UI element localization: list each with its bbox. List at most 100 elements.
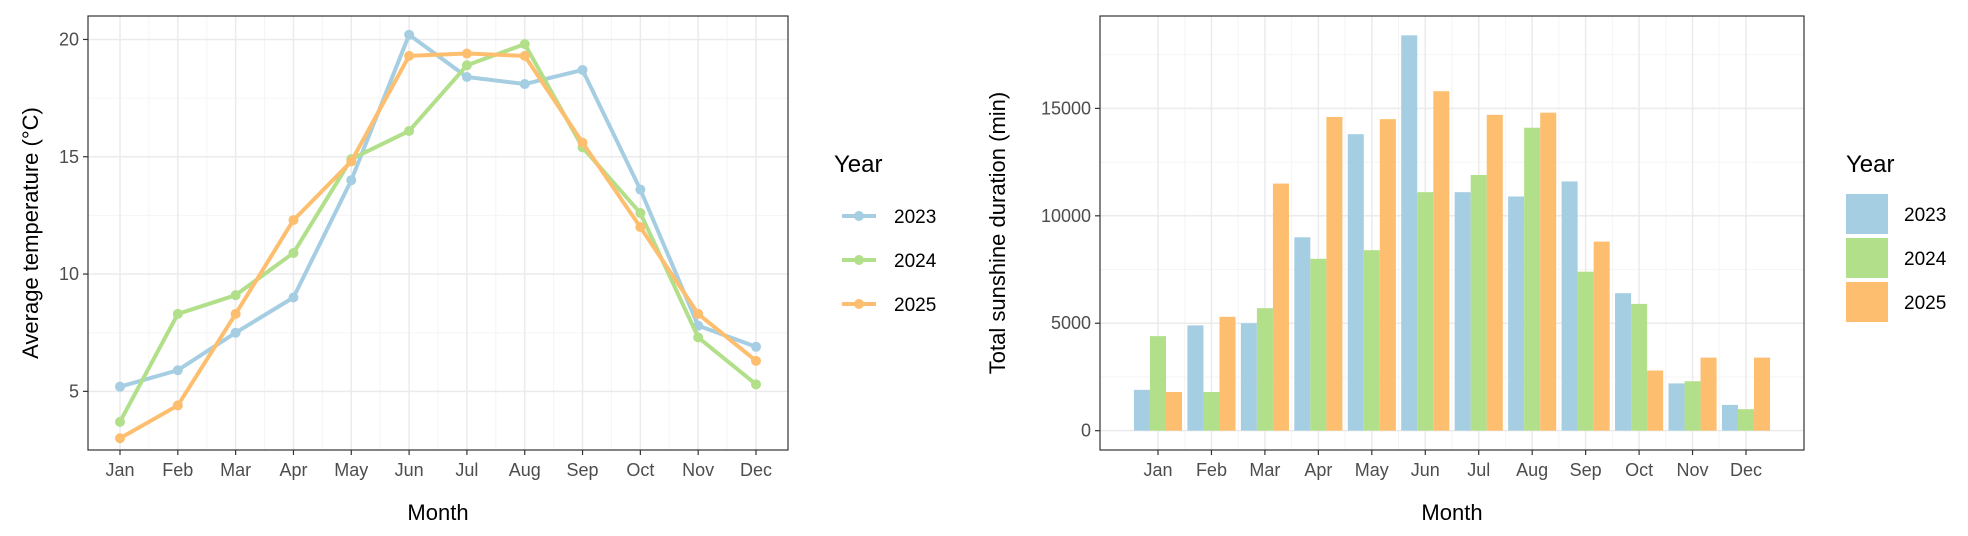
point-2025-dec: [751, 355, 761, 366]
temperature-x-tick-label-aug: Aug: [509, 460, 541, 480]
temperature-legend-title: Year: [834, 151, 883, 178]
point-2024-jun: [404, 125, 415, 136]
temperature-grid: [88, 16, 788, 451]
bar-2025-jul: [1486, 114, 1503, 431]
point-2023-jul: [461, 71, 472, 82]
point-2024-aug: [519, 39, 530, 50]
temperature-x-tick-label-nov: Nov: [682, 460, 714, 480]
sunshine-x-tick-label-jan: Jan: [1143, 460, 1172, 480]
legend-key-point-2024: [854, 255, 864, 265]
bar-2024-nov: [1684, 381, 1701, 431]
sunshine-x-ticks: Jan Feb Mar Apr May Jun Jul Aug Sep Oct Nov Dec: [1143, 450, 1762, 480]
bar-2025-jan: [1166, 391, 1183, 431]
sunshine-chart: 0 5000 10000 15000 Jan Feb Mar Apr May Jun Jul Aug…: [985, 15, 1947, 525]
temperature-x-ticks: Jan Feb Mar Apr May Jun Jul Aug Sep Oct Nov Dec: [105, 450, 772, 480]
point-2024-jul: [461, 60, 472, 71]
point-2023-aug: [519, 79, 530, 90]
bar-2023-may: [1347, 134, 1364, 431]
sunshine-y-axis-title: Total sunshine duration (min): [985, 92, 1010, 374]
sunshine-x-tick-label-feb: Feb: [1196, 460, 1227, 480]
bar-2023-sep: [1561, 181, 1578, 431]
temperature-panel-border: [87, 15, 789, 451]
point-2023-apr: [288, 292, 299, 303]
legend-label-2025: 2025: [1904, 293, 1946, 314]
series-2025: [115, 48, 761, 444]
legend-label-2024: 2024: [894, 251, 937, 272]
legend-label-2025: 2025: [894, 295, 936, 316]
point-2023-jan: [115, 381, 125, 392]
point-2024-apr: [288, 247, 299, 258]
bar-2025-oct: [1647, 370, 1664, 431]
sunshine-y-ticks: 0 5000 10000 15000: [1041, 98, 1100, 441]
temperature-x-axis-title: Month: [407, 500, 468, 525]
bar-2024-apr: [1310, 258, 1327, 431]
sunshine-bars: [1133, 35, 1771, 431]
point-2023-may: [346, 175, 357, 186]
temperature-y-tick-label: 10: [59, 264, 79, 284]
sunshine-x-tick-label-mar: Mar: [1249, 460, 1280, 480]
temperature-y-ticks: 5 10 15 20: [59, 29, 88, 401]
sunshine-x-axis-title: Month: [1421, 500, 1482, 525]
sunshine-x-tick-label-jul: Jul: [1467, 460, 1490, 480]
point-2025-jun: [404, 50, 415, 61]
sunshine-x-tick-label-apr: Apr: [1304, 460, 1332, 480]
bar-2023-dec: [1721, 404, 1738, 431]
bar-2025-dec: [1754, 357, 1771, 431]
point-2025-mar: [230, 308, 241, 319]
bar-2024-jan: [1149, 336, 1167, 431]
point-2023-mar: [230, 327, 241, 338]
sunshine-y-tick-label: 10000: [1041, 206, 1091, 226]
temperature-x-tick-label-sep: Sep: [567, 460, 599, 480]
bar-2024-sep: [1577, 271, 1594, 431]
temperature-x-tick-label-mar: Mar: [220, 460, 251, 480]
bar-2023-apr: [1294, 237, 1311, 431]
temperature-x-tick-label-jul: Jul: [455, 460, 478, 480]
temperature-x-tick-label-dec: Dec: [740, 460, 772, 480]
legend-key-2025: [1846, 282, 1888, 322]
point-2023-oct: [635, 184, 646, 195]
sunshine-y-tick-label: 15000: [1041, 98, 1091, 118]
series-2024: [1149, 127, 1755, 431]
legend-key-2024: [1846, 238, 1888, 278]
bar-2025-aug: [1540, 112, 1557, 431]
sunshine-x-tick-label-dec: Dec: [1730, 460, 1762, 480]
series-2023: [1133, 35, 1738, 431]
sunshine-legend: Year 2023 2024 2025: [1846, 151, 1947, 322]
bar-2024-feb: [1203, 391, 1220, 431]
temperature-y-axis-title: Average temperature (°C): [18, 107, 43, 359]
bar-2023-mar: [1240, 323, 1257, 431]
temperature-y-tick-label: 15: [59, 147, 79, 167]
temperature-x-tick-label-feb: Feb: [162, 460, 193, 480]
point-2025-sep: [577, 137, 588, 148]
temperature-y-tick-label: 5: [69, 381, 79, 401]
point-2025-apr: [288, 215, 299, 226]
bar-2025-mar: [1272, 183, 1289, 431]
point-2024-jan: [115, 416, 125, 427]
temperature-lines: [115, 29, 761, 444]
bar-2025-may: [1379, 119, 1396, 431]
bar-2023-nov: [1668, 383, 1685, 431]
point-2024-dec: [751, 379, 761, 390]
bar-2023-aug: [1508, 196, 1525, 431]
point-2023-jun: [404, 29, 415, 40]
bar-2025-apr: [1326, 116, 1343, 431]
temperature-x-tick-label-jun: Jun: [395, 460, 424, 480]
line-2024: [118, 42, 758, 423]
bar-2025-sep: [1593, 241, 1610, 431]
sunshine-x-tick-label-sep: Sep: [1570, 460, 1602, 480]
sunshine-panel-border: [1099, 15, 1805, 451]
point-2024-feb: [172, 308, 183, 319]
sunshine-x-tick-label-nov: Nov: [1677, 460, 1709, 480]
bar-2024-mar: [1256, 308, 1273, 431]
temperature-legend: Year 2023 2024 2025: [834, 151, 937, 316]
sunshine-y-tick-label: 5000: [1051, 313, 1091, 333]
bar-2023-oct: [1615, 293, 1632, 431]
point-2023-dec: [751, 341, 761, 352]
temperature-x-tick-label-apr: Apr: [279, 460, 307, 480]
legend-label-2023: 2023: [894, 207, 936, 228]
legend-key-point-2023: [854, 211, 864, 221]
bar-2024-aug: [1524, 127, 1541, 431]
bar-2024-may: [1363, 250, 1380, 431]
temperature-x-tick-label-jan: Jan: [105, 460, 134, 480]
